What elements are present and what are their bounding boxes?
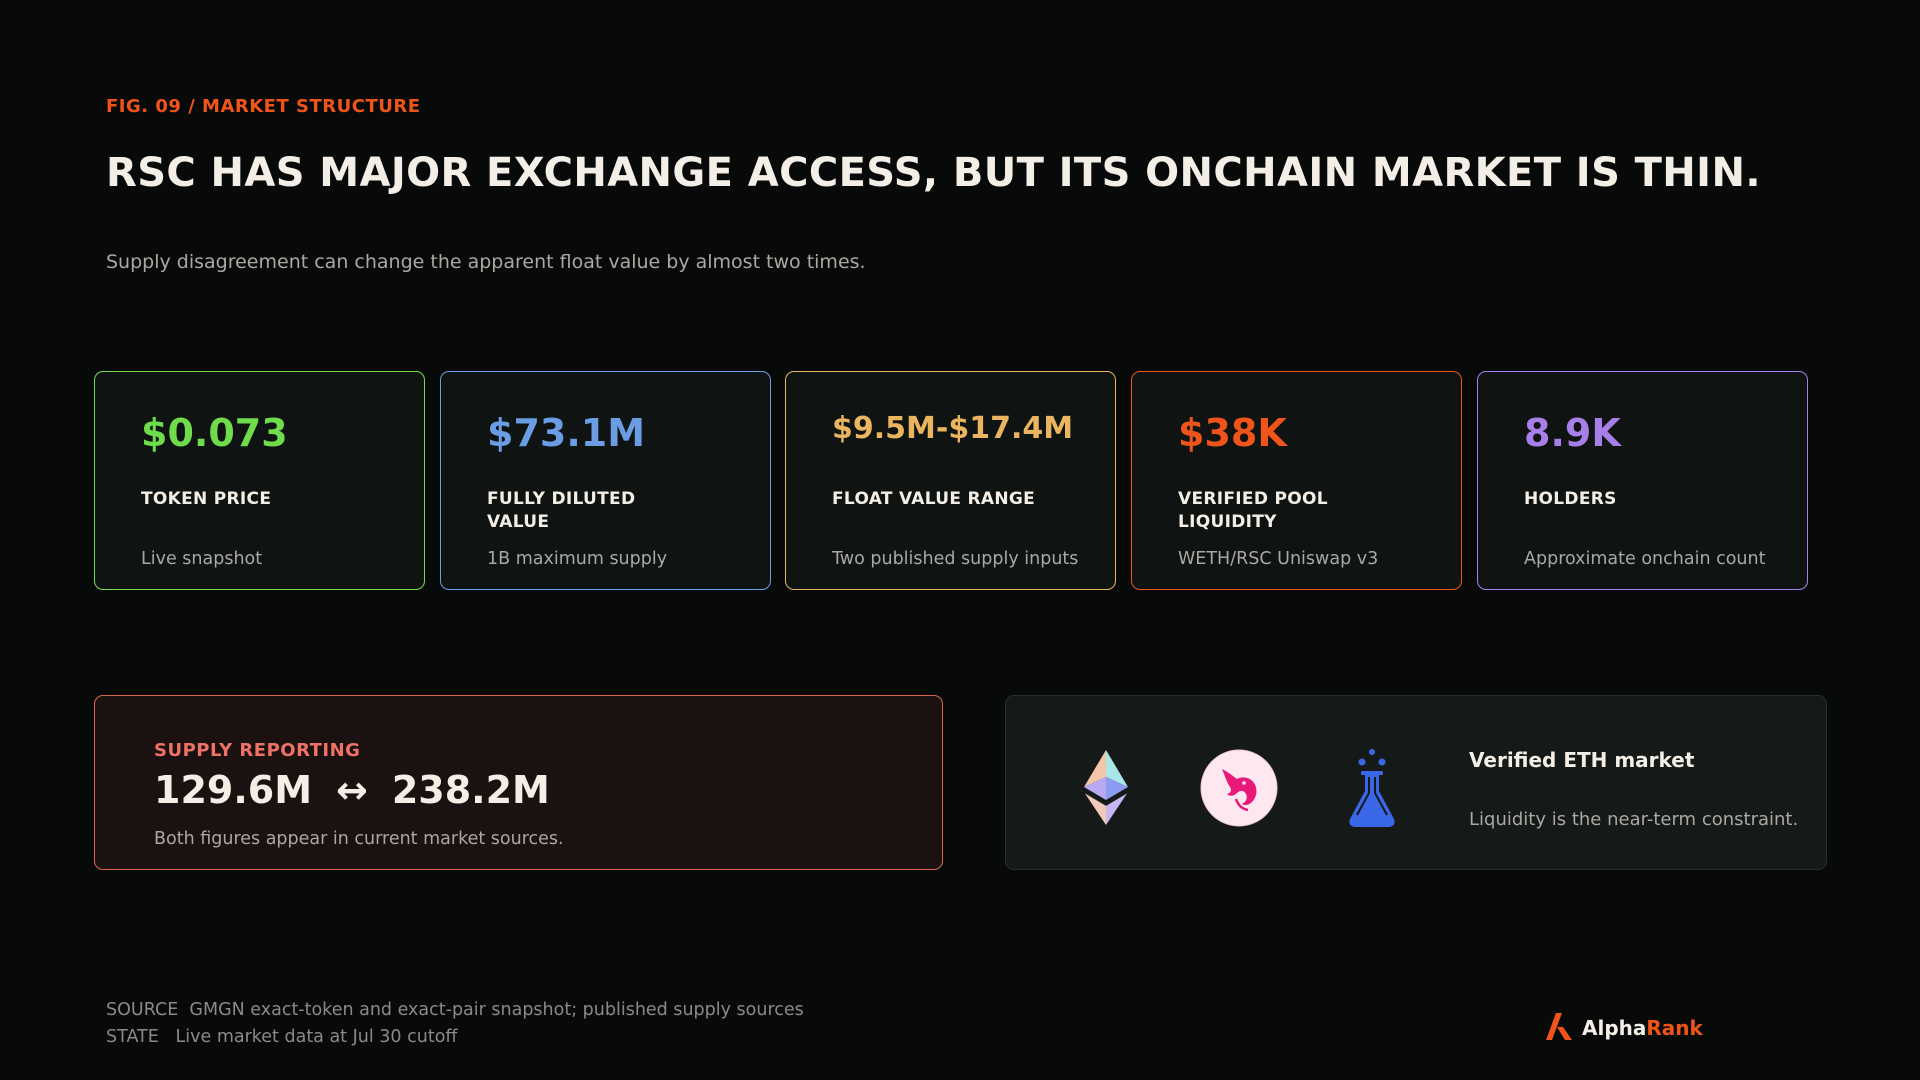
state-label: STATE (106, 1027, 159, 1047)
supply-reporting-panel: SUPPLY REPORTING 129.6M ↔ 238.2M Both figu… (94, 695, 943, 870)
metric-card-fdv: $73.1M FULLY DILUTED VALUE 1B maximum su… (440, 371, 771, 590)
page-title: RSC HAS MAJOR EXCHANGE ACCESS, BUT ITS O… (106, 150, 1761, 196)
supply-high-value: 238.2M (391, 768, 550, 812)
supply-note: Both figures appear in current market so… (154, 829, 564, 849)
source-text: GMGN exact-token and exact-pair snapshot… (189, 1000, 804, 1020)
double-arrow-icon: ↔ (336, 768, 368, 812)
page-subtitle: Supply disagreement can change the appar… (106, 251, 866, 273)
uniswap-icon (1200, 749, 1278, 831)
token-price-desc: Live snapshot (141, 549, 263, 569)
pool-liquidity-value: $38K (1178, 411, 1287, 455)
metric-card-holders: 8.9K HOLDERS Approximate onchain count (1477, 371, 1808, 590)
alpharank-logo-icon (1544, 1011, 1574, 1045)
supply-values: 129.6M ↔ 238.2M (154, 768, 550, 812)
holders-label: HOLDERS (1524, 489, 1617, 509)
token-price-value: $0.073 (141, 411, 288, 455)
verified-eth-market-panel: Verified ETH market Liquidity is the nea… (1005, 695, 1827, 870)
brand-name-part2: Rank (1646, 1016, 1703, 1040)
source-label: SOURCE (106, 1000, 179, 1020)
float-range-value: $9.5M-$17.4M (832, 411, 1074, 446)
eth-market-note: Liquidity is the near-term constraint. (1469, 809, 1799, 830)
fdv-desc: 1B maximum supply (487, 549, 668, 569)
metric-card-float-range: $9.5M-$17.4M FLOAT VALUE RANGE Two publi… (785, 371, 1116, 590)
float-range-label: FLOAT VALUE RANGE (832, 489, 1036, 509)
brand-logo: AlphaRank (1544, 1013, 1703, 1043)
float-range-desc: Two published supply inputs (832, 549, 1079, 569)
metric-card-pool-liquidity: $38K VERIFIED POOL LIQUIDITY WETH/RSC Un… (1131, 371, 1462, 590)
brand-name: AlphaRank (1582, 1016, 1703, 1040)
ethereum-icon (1081, 750, 1131, 829)
pool-liquidity-desc: WETH/RSC Uniswap v3 (1178, 549, 1379, 569)
fdv-value: $73.1M (487, 411, 646, 455)
source-footer: SOURCE GMGN exact-token and exact-pair s… (106, 997, 804, 1051)
fdv-label: FULLY DILUTED VALUE (487, 489, 636, 532)
metric-card-token-price: $0.073 TOKEN PRICE Live snapshot (94, 371, 425, 590)
holders-value: 8.9K (1524, 411, 1621, 455)
supply-low-value: 129.6M (154, 768, 313, 812)
state-text: Live market data at Jul 30 cutoff (175, 1027, 458, 1047)
eth-market-title: Verified ETH market (1469, 748, 1695, 772)
holders-desc: Approximate onchain count (1524, 549, 1766, 569)
flask-icon (1346, 749, 1398, 833)
supply-reporting-title: SUPPLY REPORTING (154, 740, 361, 761)
pool-liquidity-label: VERIFIED POOL LIQUIDITY (1178, 489, 1328, 532)
brand-name-part1: Alpha (1582, 1016, 1647, 1040)
token-price-label: TOKEN PRICE (141, 489, 272, 509)
figure-label: FIG. 09 / MARKET STRUCTURE (106, 96, 421, 117)
